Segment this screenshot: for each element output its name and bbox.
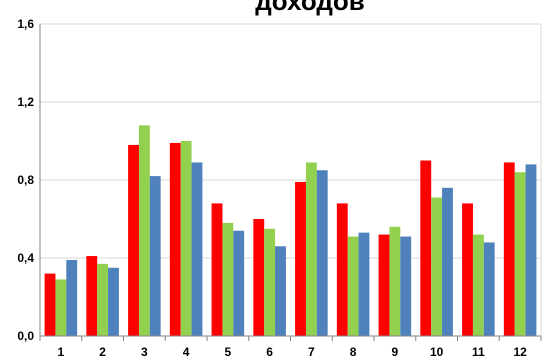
- bar: [378, 234, 390, 336]
- bar: [442, 187, 453, 336]
- bar: [358, 232, 370, 336]
- bar: [336, 203, 348, 336]
- bar: [180, 141, 192, 336]
- bar: [169, 142, 181, 336]
- bar: [483, 242, 495, 336]
- bar: [525, 164, 537, 336]
- x-tick-label: 2: [99, 345, 106, 359]
- y-tick-label: 0,0: [17, 329, 34, 343]
- axes: [39, 23, 542, 341]
- bar: [503, 162, 515, 336]
- bar: [233, 230, 245, 336]
- y-tick-label: 1,2: [17, 95, 34, 109]
- bar: [128, 144, 139, 336]
- bar: [347, 236, 359, 336]
- x-tick-label: 4: [183, 345, 190, 359]
- bar: [44, 273, 56, 336]
- x-tick-label: 12: [513, 345, 527, 359]
- bar: [222, 222, 234, 336]
- bar: [253, 219, 265, 336]
- bar: [149, 176, 161, 336]
- bar: [514, 172, 526, 336]
- bar: [108, 267, 119, 336]
- chart-title: доходов: [255, 0, 364, 16]
- bar: [472, 234, 484, 336]
- y-tick-label: 1,6: [17, 17, 34, 31]
- x-tick-label: 1: [58, 345, 65, 359]
- x-tick-label: 11: [472, 345, 485, 359]
- bar: [316, 170, 328, 336]
- y-tick-labels: 0,0 0,4 0,8 1,2 1,6: [17, 17, 34, 343]
- x-tick-label: 10: [430, 345, 444, 359]
- bar: [305, 162, 317, 336]
- x-tick-label: 8: [350, 345, 357, 359]
- bar: [211, 203, 223, 336]
- bar: [191, 162, 203, 336]
- x-tick-label: 9: [392, 345, 399, 359]
- bar: [389, 226, 401, 336]
- bar: [295, 181, 306, 336]
- bar: [275, 246, 286, 336]
- bar: [66, 259, 78, 336]
- x-tick-label: 6: [266, 345, 273, 359]
- x-tick-label: 3: [141, 345, 148, 359]
- bar: [138, 125, 150, 337]
- bar: [55, 279, 67, 336]
- bar: [462, 203, 473, 336]
- y-tick-label: 0,8: [17, 173, 34, 187]
- bars: [44, 125, 537, 337]
- bar: [431, 197, 443, 336]
- x-tick-label: 7: [308, 345, 315, 359]
- bar: [420, 160, 432, 336]
- x-tick-labels: 1 2 3 4 5 6 7 8 9 10 11 12: [58, 345, 528, 359]
- bar: [264, 228, 276, 336]
- x-tick-label: 5: [225, 345, 232, 359]
- bar: [86, 256, 98, 336]
- y-tick-label: 0,4: [17, 251, 34, 265]
- bar: [97, 263, 109, 336]
- bar: [400, 236, 412, 336]
